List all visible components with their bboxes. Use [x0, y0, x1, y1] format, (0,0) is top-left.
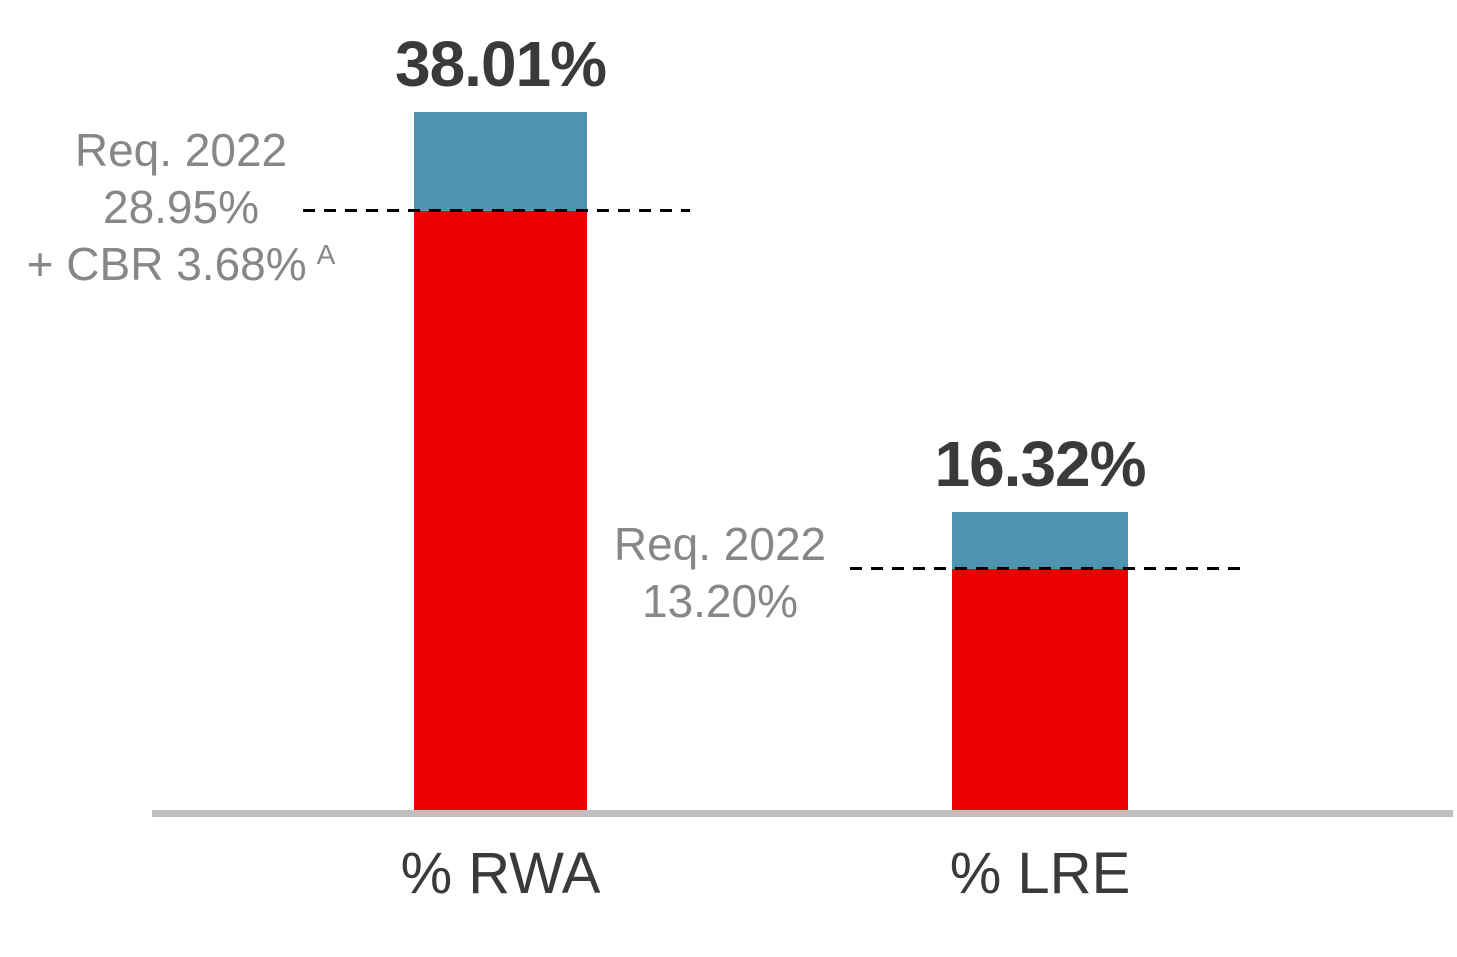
- requirement-label-lre: Req. 2022 13.20%: [530, 516, 910, 630]
- requirement-label-line: Req. 2022: [74, 124, 288, 176]
- requirement-dashed-line-lre: [850, 567, 1240, 570]
- bar-segment-excess-rwa: [414, 112, 587, 211]
- requirement-label-line: Req. 2022: [613, 518, 827, 570]
- bar-segment-requirement-rwa: [414, 211, 587, 813]
- requirement-label-line: 13.20%: [641, 575, 798, 627]
- bar-total-label-rwa: 38.01%: [394, 28, 607, 100]
- requirement-label-rwa: Req. 2022 28.95% + CBR 3.68% A: [0, 122, 371, 293]
- bar-segment-requirement-lre: [952, 569, 1128, 813]
- footnote-marker: A: [316, 238, 336, 270]
- requirement-label-line: + CBR 3.68% A: [26, 238, 336, 290]
- requirement-dashed-line-rwa: [303, 209, 690, 212]
- x-axis-baseline: [152, 810, 1453, 817]
- bar-segment-excess-lre: [952, 512, 1128, 569]
- category-label-rwa: % RWA: [400, 841, 601, 906]
- category-label-lre: % LRE: [949, 841, 1131, 906]
- requirement-label-line: 28.95%: [102, 181, 259, 233]
- bar-total-label-lre: 16.32%: [934, 428, 1146, 500]
